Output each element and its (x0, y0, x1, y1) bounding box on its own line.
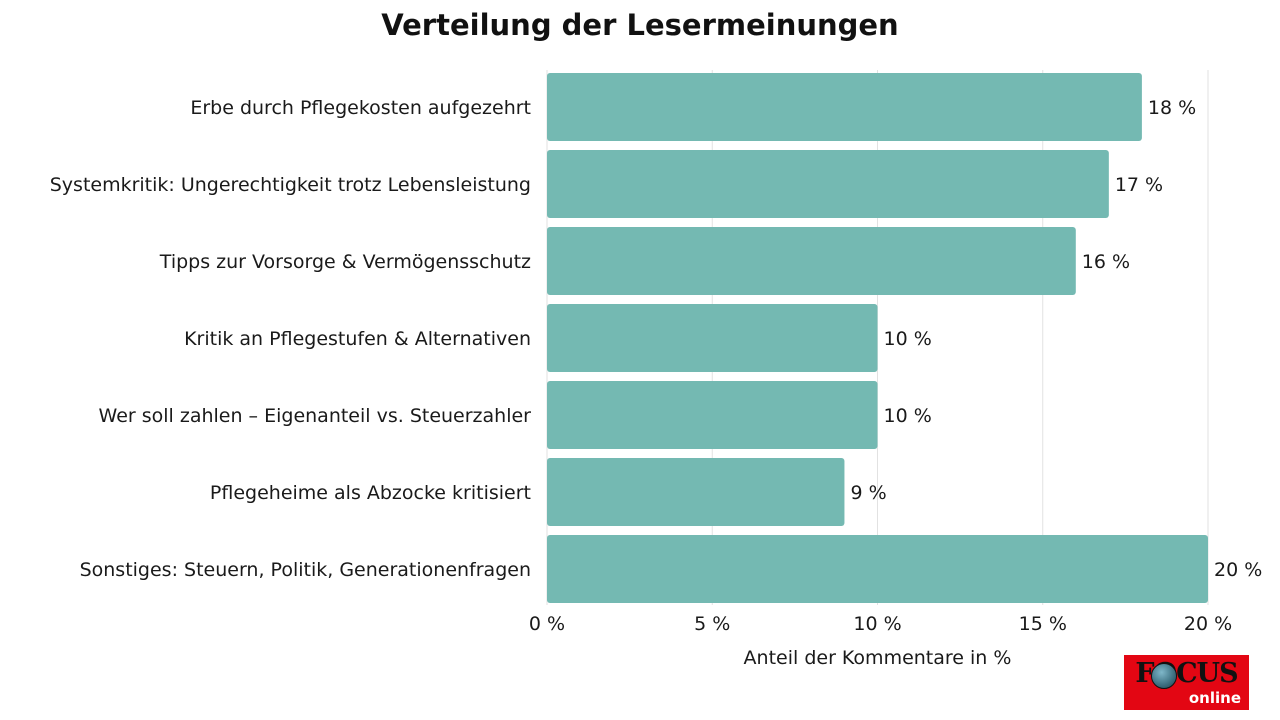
tick-label-4: 20 % (1184, 613, 1232, 635)
bar-6 (547, 535, 1208, 603)
globe-icon (1151, 663, 1177, 689)
logo-subtext: online (1188, 689, 1241, 707)
tick-label-2: 10 % (853, 613, 901, 635)
bar-2 (547, 227, 1076, 295)
category-label-1: Systemkritik: Ungerechtigkeit trotz Lebe… (50, 174, 531, 196)
bar-3 (547, 304, 878, 372)
bar-5 (547, 458, 845, 526)
value-label-2: 16 % (1082, 251, 1130, 273)
bar-0 (547, 73, 1142, 141)
chart-title: Verteilung der Lesermeinungen (381, 8, 899, 42)
focus-online-logo: FOCUS online (1124, 655, 1249, 710)
value-label-1: 17 % (1115, 174, 1163, 196)
tick-label-1: 5 % (694, 613, 730, 635)
value-label-4: 10 % (884, 405, 932, 427)
tick-label-3: 15 % (1019, 613, 1067, 635)
category-label-2: Tipps zur Vorsorge & Vermögensschutz (159, 251, 531, 273)
category-label-4: Wer soll zahlen – Eigenanteil vs. Steuer… (99, 405, 532, 427)
x-axis-title: Anteil der Kommentare in % (744, 647, 1012, 669)
category-label-3: Kritik an Pflegestufen & Alternativen (184, 328, 531, 350)
bar-1 (547, 150, 1109, 218)
category-label-5: Pflegeheime als Abzocke kritisiert (210, 482, 531, 504)
tick-label-0: 0 % (529, 613, 565, 635)
category-label-0: Erbe durch Pflegekosten aufgezehrt (190, 97, 531, 119)
bar-4 (547, 381, 878, 449)
value-label-3: 10 % (884, 328, 932, 350)
value-label-6: 20 % (1214, 559, 1262, 581)
value-label-5: 9 % (850, 482, 886, 504)
logo-wordmark: FOCUS (1135, 658, 1238, 689)
category-label-6: Sonstiges: Steuern, Politik, Generatione… (80, 559, 531, 581)
value-label-0: 18 % (1148, 97, 1196, 119)
